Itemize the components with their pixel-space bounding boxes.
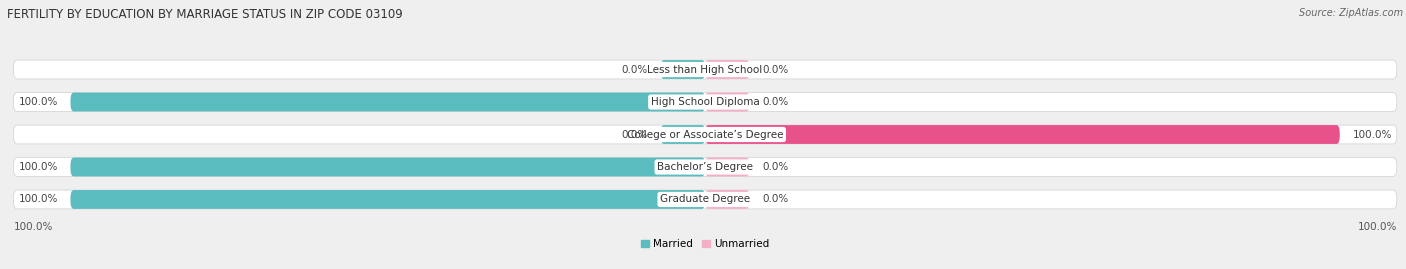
FancyBboxPatch shape xyxy=(661,125,706,144)
FancyBboxPatch shape xyxy=(70,93,706,111)
Text: 100.0%: 100.0% xyxy=(18,162,58,172)
FancyBboxPatch shape xyxy=(706,93,749,111)
Text: Less than High School: Less than High School xyxy=(648,65,762,75)
Text: 0.0%: 0.0% xyxy=(762,162,789,172)
FancyBboxPatch shape xyxy=(70,190,706,209)
Text: 0.0%: 0.0% xyxy=(762,65,789,75)
Text: Bachelor’s Degree: Bachelor’s Degree xyxy=(657,162,754,172)
FancyBboxPatch shape xyxy=(14,125,1396,144)
FancyBboxPatch shape xyxy=(661,60,706,79)
FancyBboxPatch shape xyxy=(706,158,749,176)
FancyBboxPatch shape xyxy=(14,93,1396,111)
Text: 100.0%: 100.0% xyxy=(1357,222,1396,232)
FancyBboxPatch shape xyxy=(706,190,749,209)
Legend: Married, Unmarried: Married, Unmarried xyxy=(637,235,773,253)
Text: 0.0%: 0.0% xyxy=(621,65,648,75)
FancyBboxPatch shape xyxy=(14,190,1396,209)
Text: 0.0%: 0.0% xyxy=(621,129,648,140)
FancyBboxPatch shape xyxy=(14,60,1396,79)
Text: 100.0%: 100.0% xyxy=(18,194,58,204)
Text: Graduate Degree: Graduate Degree xyxy=(659,194,751,204)
Text: 0.0%: 0.0% xyxy=(762,194,789,204)
FancyBboxPatch shape xyxy=(70,158,706,176)
Text: FERTILITY BY EDUCATION BY MARRIAGE STATUS IN ZIP CODE 03109: FERTILITY BY EDUCATION BY MARRIAGE STATU… xyxy=(7,8,402,21)
FancyBboxPatch shape xyxy=(706,125,1340,144)
FancyBboxPatch shape xyxy=(706,60,749,79)
Text: College or Associate’s Degree: College or Associate’s Degree xyxy=(627,129,783,140)
Text: Source: ZipAtlas.com: Source: ZipAtlas.com xyxy=(1299,8,1403,18)
FancyBboxPatch shape xyxy=(14,158,1396,176)
Text: High School Diploma: High School Diploma xyxy=(651,97,759,107)
Text: 100.0%: 100.0% xyxy=(18,97,58,107)
Text: 100.0%: 100.0% xyxy=(14,222,53,232)
Text: 0.0%: 0.0% xyxy=(762,97,789,107)
Text: 100.0%: 100.0% xyxy=(1353,129,1392,140)
